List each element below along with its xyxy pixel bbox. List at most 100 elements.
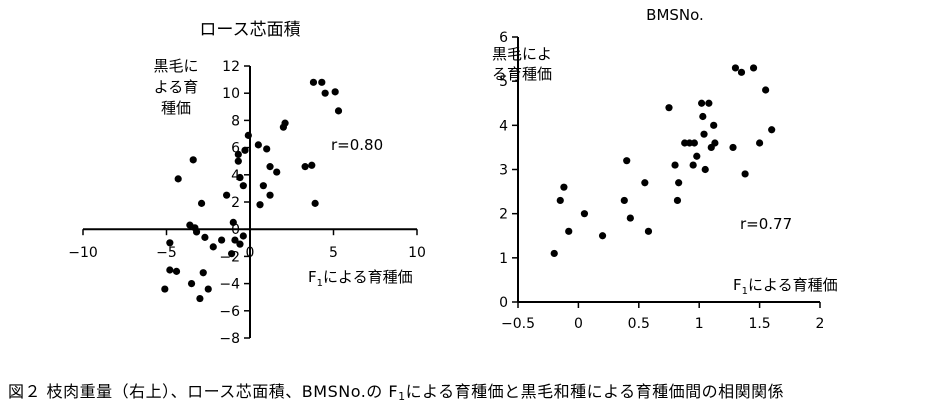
x-axis-label-sub: 1 [317,278,323,289]
data-point [711,139,719,147]
data-point [556,196,564,205]
data-point [172,267,181,275]
x-tick-label: 1.5 [748,316,770,332]
data-point [334,107,343,115]
y-tick-label: 12 [222,59,240,75]
data-point [768,126,776,134]
data-point [729,143,737,152]
caption-subscript: 1 [398,390,406,403]
data-point [626,214,634,222]
data-point [623,157,631,165]
data-point [196,294,204,303]
data-point [550,249,558,258]
data-point [259,182,267,190]
data-point [234,150,242,158]
chart-rib-eye-area: ロース芯面積 黒毛に よる育 種価 r=0.80 F1による育種価 −10 −5 0… [68,20,426,347]
data-point [239,182,247,190]
figure-caption: 図２ 枝肉重量（右上）、ロース芯面積、BMSNo.の F1による育種価と黒毛和種… [8,378,938,403]
data-point [174,175,182,183]
data-point [241,146,249,154]
data-point [239,232,247,240]
data-point [273,168,281,176]
data-point [309,78,318,86]
correlation-annotation: r=0.80 [331,136,383,154]
y-tick-label: 1 [499,251,508,267]
data-point [218,236,226,244]
y-tick-label: 8 [231,113,240,129]
data-point [201,233,209,241]
chart-title: BMSNo. [646,6,704,24]
data-point [204,285,212,293]
y-axis-label-line-3: 種価 [161,99,191,117]
data-point [229,218,237,226]
data-point [598,232,607,240]
y-tick-label: 4 [499,118,508,134]
x-tick-label: 10 [408,245,426,261]
x-axis-label-rest: による育種価 [323,268,413,286]
data-point [192,228,201,236]
data-point [665,104,673,112]
y-tick-label: 0 [231,222,240,238]
data-point [189,156,197,164]
x-axis-label: F1による育種価 [733,276,838,297]
x-axis-label-main: F [733,276,742,294]
x-tick-label: 0 [574,316,583,332]
data-point [671,161,679,169]
y-axis-label-line-2: る育種価 [492,65,552,83]
data-point [236,240,244,248]
data-point [166,239,174,247]
data-point [710,121,718,129]
data-point [254,141,262,149]
data-point [700,130,708,138]
data-point [699,112,707,121]
y-tick-label: 6 [499,30,508,46]
x-axis-label-sub: 1 [742,286,748,297]
x-tick-label: 0.5 [628,316,650,332]
data-point [301,163,309,171]
data-point [690,139,698,147]
caption-prefix: 図２ 枝肉重量（右上）、ロース芯面積、BMSNo.の F [8,382,399,401]
data-point [236,173,244,182]
data-point [737,68,746,76]
data-point [673,196,682,205]
data-point [749,64,758,72]
data-point [223,191,231,199]
data-point [762,86,770,94]
data-point [321,89,329,97]
data-point [263,145,271,153]
y-tick-label: −8 [219,331,240,347]
chart-bms-no: BMSNo. 黒毛によ る育種価 r=0.77 F1による育種価 −0.5 0 0.… [492,6,838,332]
caption-suffix: による育種価と黒毛和種による育種価間の相関関係 [405,382,785,401]
y-axis-label-line-1: 黒毛によ [492,45,552,63]
data-point [308,161,316,169]
data-point [705,99,713,107]
data-point [580,210,589,218]
y-tick-label: −6 [219,304,240,320]
data-point [620,196,628,205]
data-point [560,183,568,191]
y-axis-label-line-2: よる育 [154,78,199,96]
data-point [756,139,764,147]
y-tick-label: 2 [231,195,240,211]
x-tick-label: 2 [816,316,825,332]
data-point [311,199,319,207]
data-point [166,266,174,274]
y-tick-label: 6 [231,141,240,157]
data-point [244,131,252,139]
data-point [698,99,706,107]
x-tick-label: 1 [695,316,704,332]
x-tick-label: 0 [246,245,255,261]
data-point [693,152,701,160]
data-point [228,250,236,258]
y-tick-label: 0 [499,295,508,311]
x-axis-label-rest: による育種価 [748,276,838,294]
data-point [675,179,683,187]
data-point [231,236,239,244]
data-point [741,170,749,178]
data-point [209,243,217,251]
y-tick-label: 3 [499,163,508,179]
data-point [187,280,196,288]
data-point [256,201,264,209]
data-point [266,191,274,199]
